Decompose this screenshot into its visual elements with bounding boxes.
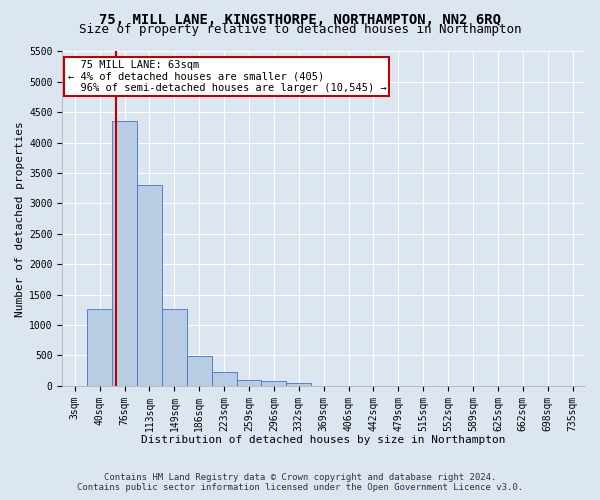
Bar — [137, 185, 162, 386]
Bar — [112, 122, 137, 386]
Bar — [162, 308, 187, 386]
X-axis label: Distribution of detached houses by size in Northampton: Distribution of detached houses by size … — [142, 435, 506, 445]
Bar — [236, 380, 262, 386]
Text: Size of property relative to detached houses in Northampton: Size of property relative to detached ho… — [79, 22, 521, 36]
Bar — [286, 382, 311, 386]
Bar — [87, 308, 112, 386]
Text: 75, MILL LANE, KINGSTHORPE, NORTHAMPTON, NN2 6RQ: 75, MILL LANE, KINGSTHORPE, NORTHAMPTON,… — [99, 12, 501, 26]
Text: 75 MILL LANE: 63sqm
← 4% of detached houses are smaller (405)
  96% of semi-deta: 75 MILL LANE: 63sqm ← 4% of detached hou… — [68, 60, 386, 93]
Bar — [212, 372, 236, 386]
Y-axis label: Number of detached properties: Number of detached properties — [15, 121, 25, 316]
Bar — [262, 382, 286, 386]
Bar — [187, 356, 212, 386]
Text: Contains HM Land Registry data © Crown copyright and database right 2024.
Contai: Contains HM Land Registry data © Crown c… — [77, 473, 523, 492]
